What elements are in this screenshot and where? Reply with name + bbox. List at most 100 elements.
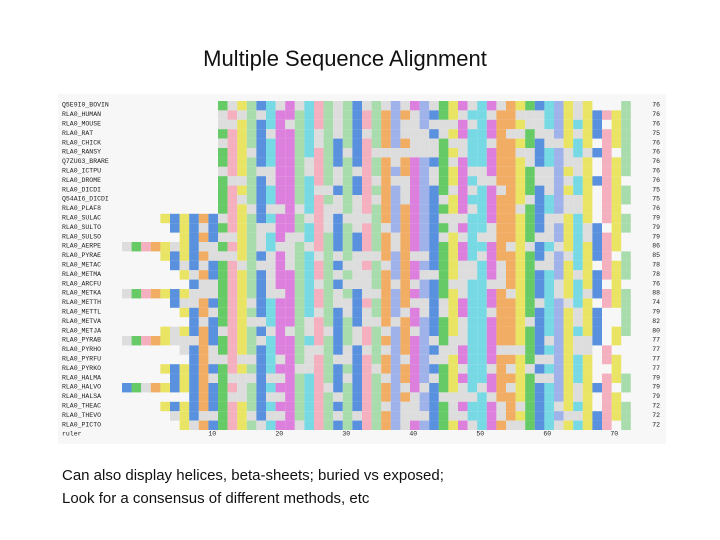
residue-cell: [189, 326, 199, 336]
residue-cell: [314, 223, 324, 233]
residue-cell: [362, 195, 372, 205]
residue-cell: [410, 157, 420, 167]
residue-cell: [227, 307, 238, 318]
residue-cell: [304, 289, 314, 299]
residue-cell: [602, 251, 612, 261]
residue-cell: [294, 345, 305, 355]
residue-cell: [400, 373, 410, 383]
residue-cell: [371, 129, 382, 139]
residue-cell: [563, 129, 574, 139]
residue-cell: [410, 373, 420, 383]
residue-cell: [496, 336, 506, 346]
residue-cell: [496, 383, 506, 393]
residue-cell: [554, 232, 564, 242]
residue-cell: [467, 392, 478, 402]
residue-cell: [496, 110, 506, 120]
residue-cell: [381, 298, 391, 308]
residue-cell: [448, 383, 458, 393]
residue-cell: [246, 166, 257, 177]
residue-cell: [534, 157, 545, 167]
residue-cell: [467, 232, 478, 242]
residue-cell: [362, 298, 372, 308]
residue-cell: [602, 289, 612, 299]
residue-cell: [419, 298, 430, 308]
residue-cell: [342, 242, 353, 252]
residue-cell: [342, 270, 353, 280]
sequence-name: RLA0_THEAC: [62, 403, 101, 410]
residue-cell: [486, 336, 497, 346]
residue-cell: [227, 392, 238, 402]
residue-cell: [266, 326, 276, 336]
residue-cell: [621, 251, 631, 261]
residue-cell: [544, 129, 554, 139]
residue-cell: [323, 242, 334, 252]
residue-cell: [256, 195, 266, 205]
residue-cell: [525, 166, 535, 177]
residue-cell: [218, 129, 228, 139]
residue-cell: [390, 279, 401, 289]
residue-cell: [342, 260, 353, 271]
residue-cell: [362, 148, 372, 158]
residue-cell: [429, 138, 439, 148]
residue-cell: [218, 232, 228, 242]
residue-cell: [381, 401, 391, 412]
residue-cell: [525, 289, 535, 299]
residue-cell: [381, 326, 391, 336]
residue-cell: [371, 354, 382, 365]
residue-cell: [237, 110, 247, 120]
residue-cell: [179, 420, 190, 430]
residue-cell: [227, 204, 238, 214]
residue-cell: [582, 383, 593, 393]
residue-cell: [390, 129, 401, 139]
residue-cell: [448, 138, 458, 148]
residue-cell: [563, 223, 574, 233]
residue-cell: [554, 354, 564, 365]
residue-cell: [246, 119, 257, 130]
residue-cell: [515, 383, 526, 393]
residue-cell: [256, 213, 266, 224]
residue-cell: [410, 270, 420, 280]
residue-cell: [371, 401, 382, 412]
residue-cell: [582, 411, 593, 421]
residue-cell: [477, 101, 487, 111]
sequence-length: 77: [652, 365, 660, 372]
sequence-name: RLA0_DICDI: [62, 186, 101, 193]
residue-cell: [342, 110, 353, 120]
residue-cell: [208, 251, 218, 261]
residue-cell: [294, 242, 305, 252]
residue-cell: [477, 289, 487, 299]
residue-cell: [179, 326, 190, 336]
residue-cell: [544, 401, 554, 412]
residue-cell: [371, 232, 382, 242]
residue-cell: [304, 336, 314, 346]
residue-cell: [256, 401, 266, 412]
residue-cell: [515, 176, 526, 186]
residue-cell: [573, 176, 583, 186]
residue-cell: [285, 176, 295, 186]
residue-cell: [266, 185, 276, 195]
residue-cell: [294, 336, 305, 346]
residue-cell: [477, 345, 487, 355]
residue-cell: [323, 185, 334, 195]
residue-cell: [150, 242, 161, 252]
residue-cell: [189, 270, 199, 280]
residue-cell: [362, 307, 372, 318]
residue-cell: [573, 317, 583, 327]
residue-cell: [189, 260, 199, 271]
residue-cell: [515, 411, 526, 421]
residue-cell: [304, 251, 314, 261]
residue-cell: [208, 354, 218, 365]
residue-cell: [611, 232, 622, 242]
residue-cell: [467, 279, 478, 289]
residue-cell: [371, 119, 382, 130]
residue-cell: [266, 401, 276, 412]
ruler-tick: 50: [476, 431, 484, 438]
residue-cell: [390, 101, 401, 111]
residue-cell: [582, 270, 593, 280]
residue-cell: [179, 307, 190, 318]
residue-cell: [362, 185, 372, 195]
residue-cell: [381, 336, 391, 346]
residue-cell: [333, 326, 343, 336]
residue-cell: [400, 166, 410, 177]
residue-cell: [256, 223, 266, 233]
